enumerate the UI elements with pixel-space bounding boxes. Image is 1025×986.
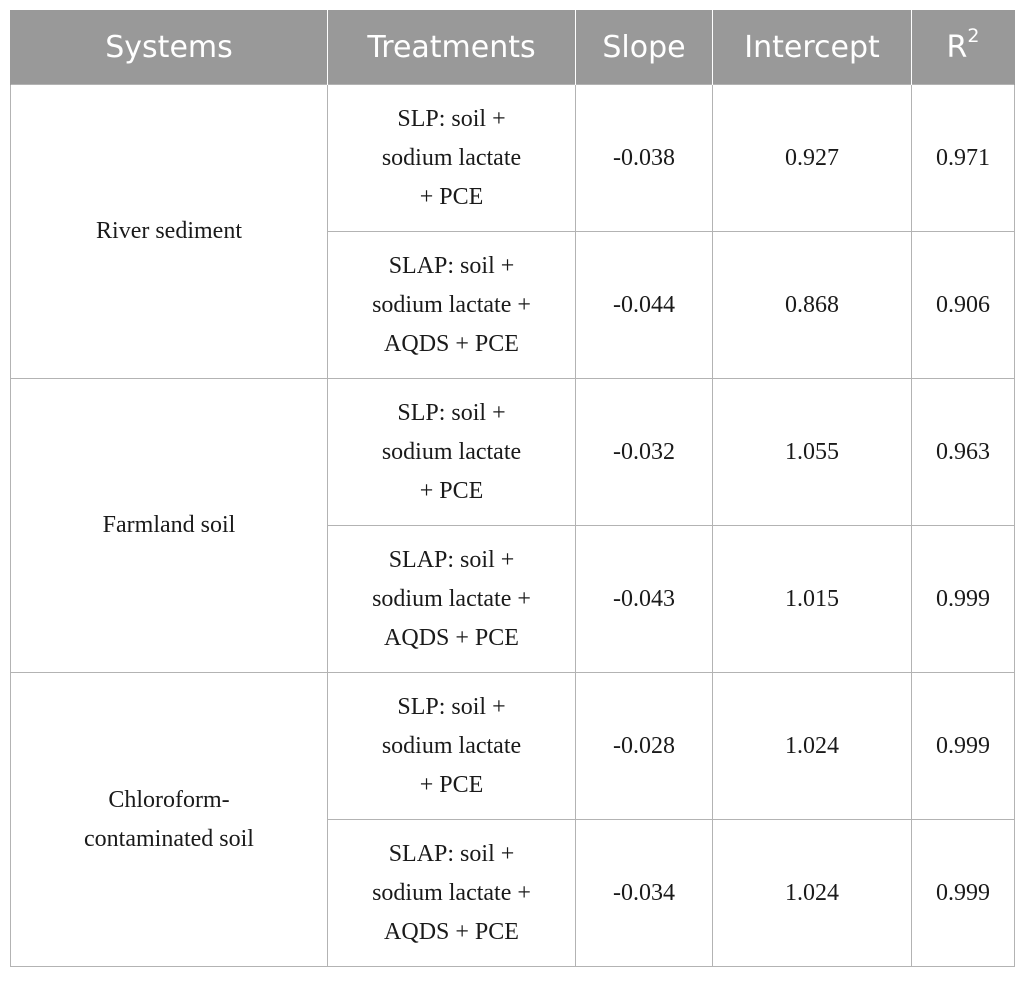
system-cell: Chloroform- contaminated soil: [10, 672, 328, 967]
r2-cell: 0.971: [911, 84, 1015, 232]
slope-cell: -0.038: [575, 84, 713, 232]
r2-cell: 0.999: [911, 672, 1015, 820]
intercept-cell: 0.868: [712, 231, 912, 379]
slope-cell: -0.043: [575, 525, 713, 673]
intercept-cell: 1.055: [712, 378, 912, 526]
treatment-cell: SLP: soil + sodium lactate + PCE: [327, 84, 576, 232]
treatment-cell: SLP: soil + sodium lactate + PCE: [327, 378, 576, 526]
table-row: Chloroform- contaminated soil SLP: soil …: [10, 672, 1015, 967]
treatment-cell: SLAP: soil + sodium lactate + AQDS + PCE: [327, 231, 576, 379]
header-intercept: Intercept: [712, 10, 912, 85]
header-row: Systems Treatments Slope Intercept R2: [10, 10, 1015, 85]
intercept-cell: 0.927: [712, 84, 912, 232]
header-r2: R2: [911, 10, 1015, 85]
header-treatments: Treatments: [327, 10, 576, 85]
r2-cell: 0.999: [911, 819, 1015, 967]
header-systems: Systems: [10, 10, 328, 85]
slope-cell: -0.028: [575, 672, 713, 820]
slope-cell: -0.032: [575, 378, 713, 526]
intercept-cell: 1.024: [712, 819, 912, 967]
treatment-cell: SLAP: soil + sodium lactate + AQDS + PCE: [327, 525, 576, 673]
table-row: Farmland soil SLP: soil + sodium lactate…: [10, 378, 1015, 673]
intercept-cell: 1.015: [712, 525, 912, 673]
r2-cell: 0.906: [911, 231, 1015, 379]
r2-cell: 0.999: [911, 525, 1015, 673]
system-cell: River sediment: [10, 84, 328, 379]
header-r2-sup: 2: [967, 24, 980, 47]
slope-cell: -0.044: [575, 231, 713, 379]
table-row: SLAP: soil + sodium lactate + AQDS + PCE…: [11, 525, 1015, 673]
table-row: SLAP: soil + sodium lactate + AQDS + PCE…: [11, 819, 1015, 967]
table-row: SLAP: soil + sodium lactate + AQDS + PCE…: [11, 231, 1015, 379]
header-r2-base: R: [946, 29, 968, 65]
system-cell: Farmland soil: [10, 378, 328, 673]
treatment-cell: SLP: soil + sodium lactate + PCE: [327, 672, 576, 820]
treatment-cell: SLAP: soil + sodium lactate + AQDS + PCE: [327, 819, 576, 967]
header-slope: Slope: [575, 10, 713, 85]
table-row: River sediment SLP: soil + sodium lactat…: [10, 84, 1015, 379]
intercept-cell: 1.024: [712, 672, 912, 820]
slope-cell: -0.034: [575, 819, 713, 967]
regression-table: Systems Treatments Slope Intercept R2 Ri…: [10, 10, 1015, 967]
r2-cell: 0.963: [911, 378, 1015, 526]
